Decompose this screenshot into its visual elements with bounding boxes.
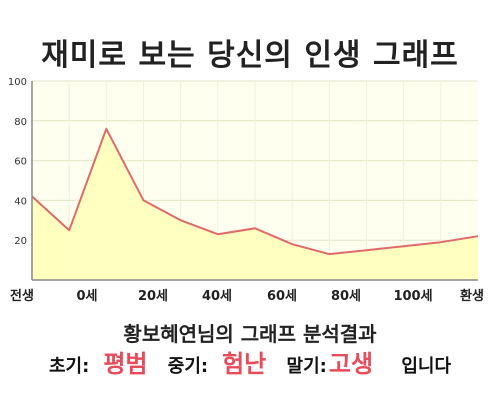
life-graph-chart: 20 40 60 80 100 전생 0세 20세 40세 60세 80세 100세 환생 xyxy=(8,77,484,304)
chart-title: 재미로 보는 당신의 인생 그래프 xyxy=(41,38,459,73)
y-tick-label: 80 xyxy=(14,117,27,128)
late-label: 말기: xyxy=(286,356,327,377)
x-tick-label: 20세 xyxy=(138,289,168,304)
y-tick-label: 60 xyxy=(14,157,27,168)
analysis-subtitle: 황보혜연님의 그래프 분석결과 xyxy=(123,322,377,346)
y-tick-label: 20 xyxy=(14,236,27,247)
early-label: 초기: xyxy=(48,356,90,377)
analysis-summary: 초기: 평범 중기: 험난 말기:고생 입니다 xyxy=(0,344,500,379)
mid-label: 중기: xyxy=(167,356,209,377)
x-tick-label: 환생 xyxy=(460,288,484,304)
x-tick-label: 전생 xyxy=(10,288,34,304)
y-tick-label: 100 xyxy=(8,77,27,88)
summary-tail: 입니다 xyxy=(401,356,452,377)
y-tick-label: 40 xyxy=(14,196,27,207)
late-value: 고생 xyxy=(328,350,374,378)
early-value: 평범 xyxy=(103,350,148,378)
series-line xyxy=(31,127,479,256)
x-tick-label: 80세 xyxy=(331,289,361,304)
mid-value: 험난 xyxy=(222,350,267,378)
x-tick-label: 100세 xyxy=(393,289,432,304)
x-tick-label: 0세 xyxy=(76,289,97,304)
x-tick-label: 60세 xyxy=(267,289,297,304)
area-fill xyxy=(32,128,478,280)
x-axis-ticks: 전생 0세 20세 40세 60세 80세 100세 환생 xyxy=(10,288,484,304)
x-tick-label: 40세 xyxy=(202,289,232,304)
y-axis-ticks: 20 40 60 80 100 xyxy=(8,77,27,247)
